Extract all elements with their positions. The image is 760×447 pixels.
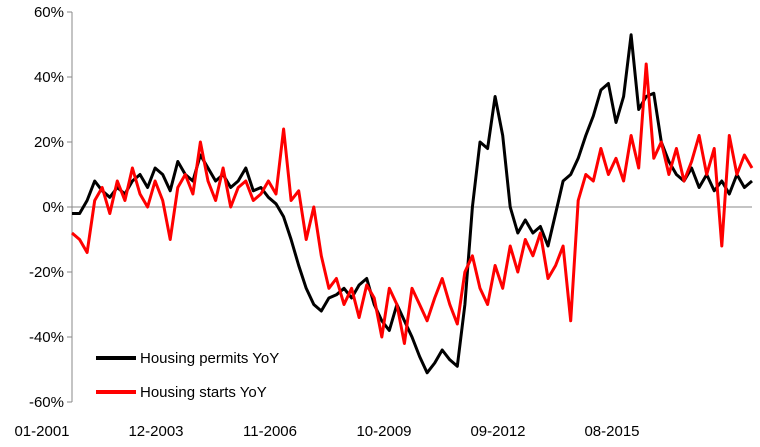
legend-label-housing-starts: Housing starts YoY (140, 384, 267, 401)
y-axis-labels: 60% 40% 20% 0% -20% -40% -60% (29, 4, 64, 411)
legend-label-housing-permits: Housing permits YoY (140, 350, 279, 367)
y-tick-label-60: 60% (34, 4, 64, 21)
y-axis-ticks (67, 11, 72, 403)
series-layer (71, 33, 754, 375)
x-tick-label-01-2001: 01-2001 (14, 423, 69, 440)
y-tick-label-minus-40: -40% (29, 329, 64, 346)
y-tick-label-minus-20: -20% (29, 264, 64, 281)
x-tick-label-10-2009: 10-2009 (356, 423, 411, 440)
x-tick-label-09-2012: 09-2012 (470, 423, 525, 440)
y-tick-label-0: 0% (42, 199, 64, 216)
x-tick-label-08-2015: 08-2015 (584, 423, 639, 440)
x-axis-labels: 01-2001 12-2003 11-2006 10-2009 09-2012 … (14, 423, 639, 440)
y-tick-label-40: 40% (34, 69, 64, 86)
legend: Housing permits YoY Housing starts YoY (96, 350, 279, 401)
x-tick-label-12-2003: 12-2003 (128, 423, 183, 440)
y-tick-label-20: 20% (34, 134, 64, 151)
y-tick-label-minus-60: -60% (29, 394, 64, 411)
series-line-housing-starts (71, 62, 754, 345)
x-tick-label-11-2006: 11-2006 (243, 423, 297, 440)
